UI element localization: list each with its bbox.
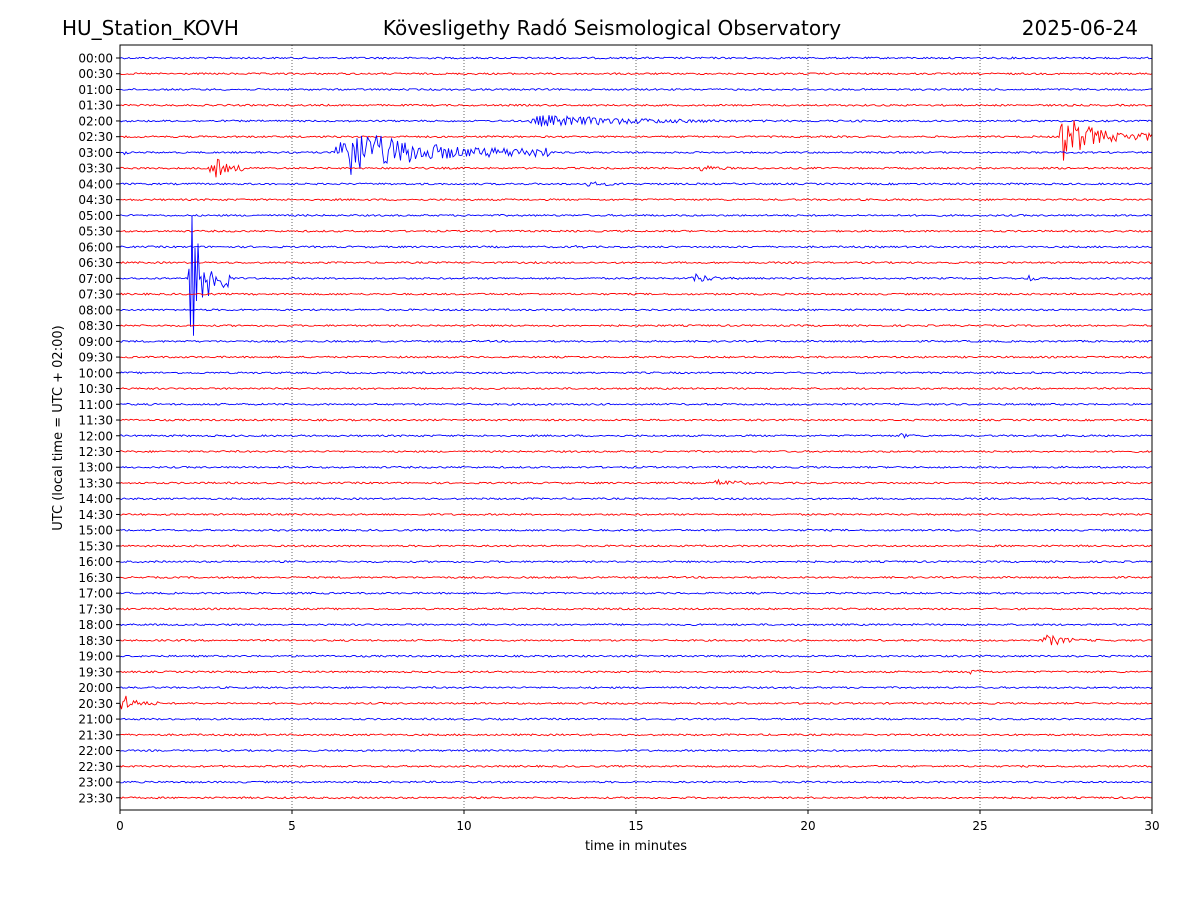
y-tick-label: 06:30 <box>78 256 113 270</box>
y-tick-label: 11:30 <box>78 414 113 428</box>
y-tick-label: 08:00 <box>78 303 113 317</box>
trace-2300 <box>119 780 1153 784</box>
trace-0700 <box>119 215 1153 336</box>
y-tick-label: 15:30 <box>78 539 113 553</box>
y-tick-label: 00:30 <box>78 67 113 81</box>
y-tick-label: 17:00 <box>78 587 113 601</box>
trace-1300 <box>119 465 1153 469</box>
x-tick-label: 0 <box>116 819 124 833</box>
trace-1100 <box>119 402 1153 407</box>
trace-0400 <box>119 181 1153 187</box>
y-tick-label: 20:30 <box>78 697 113 711</box>
y-tick-label: 20:00 <box>78 681 113 695</box>
y-tick-label: 10:30 <box>78 382 113 396</box>
y-tick-label: 10:00 <box>78 366 113 380</box>
trace-1930 <box>119 669 1153 675</box>
y-tick-label: 06:00 <box>78 240 113 254</box>
trace-0230 <box>119 120 1153 161</box>
y-tick-label: 17:30 <box>78 602 113 616</box>
station-label: HU_Station_KOVH <box>62 16 239 40</box>
y-tick-label: 02:00 <box>78 114 113 128</box>
y-tick-label: 03:00 <box>78 146 113 160</box>
y-tick-label: 08:30 <box>78 319 113 333</box>
trace-1830 <box>119 634 1153 646</box>
y-tick-label: 16:00 <box>78 555 113 569</box>
trace-0830 <box>119 324 1153 328</box>
trace-0030 <box>119 72 1153 76</box>
y-tick-label: 11:00 <box>78 398 113 412</box>
trace-0500 <box>120 213 1153 217</box>
y-tick-label: 09:30 <box>78 351 113 365</box>
y-tick-label: 22:30 <box>78 760 113 774</box>
y-tick-label: 00:00 <box>78 52 113 66</box>
date-label: 2025-06-24 <box>1021 16 1138 40</box>
y-tick-label: 05:30 <box>78 225 113 239</box>
observatory-title: Kövesligethy Radó Seismological Observat… <box>382 16 842 40</box>
y-tick-label: 01:30 <box>78 99 113 113</box>
vertical-gridlines <box>291 45 981 810</box>
y-tick-label: 04:30 <box>78 193 113 207</box>
y-tick-label: 13:30 <box>78 476 113 490</box>
y-tick-label: 07:30 <box>78 288 113 302</box>
y-tick-label: 14:30 <box>78 508 113 522</box>
y-tick-label: 21:00 <box>78 713 113 727</box>
y-tick-label: 23:00 <box>78 776 113 790</box>
trace-1500 <box>119 528 1153 532</box>
y-tick-label: 03:30 <box>78 162 113 176</box>
y-tick-label: 12:00 <box>78 429 113 443</box>
y-tick-label: 23:30 <box>78 791 113 805</box>
trace-1430 <box>120 512 1152 517</box>
trace-0900 <box>119 339 1152 343</box>
x-tick-label: 20 <box>800 819 815 833</box>
y-tick-label: 22:00 <box>78 744 113 758</box>
y-tick-label: 05:00 <box>78 209 113 223</box>
x-tick-label: 15 <box>628 819 643 833</box>
y-tick-label: 04:00 <box>78 177 113 191</box>
y-tick-label: 07:00 <box>78 272 113 286</box>
x-tick-label: 30 <box>1144 819 1159 833</box>
y-tick-label: 19:30 <box>78 665 113 679</box>
x-axis-label: time in minutes <box>585 839 687 854</box>
y-tick-label: 14:00 <box>78 492 113 506</box>
y-tick-label: 18:30 <box>78 634 113 648</box>
trace-0200 <box>119 115 1153 127</box>
y-tick-label: 01:00 <box>78 83 113 97</box>
trace-1900 <box>119 654 1153 658</box>
trace-1700 <box>119 591 1153 595</box>
y-tick-label: 13:00 <box>78 461 113 475</box>
trace-1200 <box>119 432 1153 439</box>
x-tick-label: 10 <box>456 819 471 833</box>
y-tick-label: 12:30 <box>78 445 113 459</box>
y-tick-label: 16:30 <box>78 571 113 585</box>
trace-0100 <box>119 87 1153 92</box>
x-axis-ticks: 0 5 10 15 20 25 30 <box>116 810 1160 833</box>
y-tick-label: 19:00 <box>78 650 113 664</box>
y-tick-label: 09:00 <box>78 335 113 349</box>
trace-0430 <box>119 198 1153 202</box>
trace-2100 <box>119 717 1153 721</box>
y-tick-label: 18:00 <box>78 618 113 632</box>
x-tick-label: 5 <box>288 819 296 833</box>
y-tick-label: 02:30 <box>78 130 113 144</box>
y-axis-label: UTC (local time = UTC + 02:00) <box>51 325 66 530</box>
y-tick-label: 15:00 <box>78 524 113 538</box>
trace-2000 <box>119 686 1153 690</box>
x-tick-label: 25 <box>972 819 987 833</box>
y-tick-label: 21:30 <box>78 728 113 742</box>
